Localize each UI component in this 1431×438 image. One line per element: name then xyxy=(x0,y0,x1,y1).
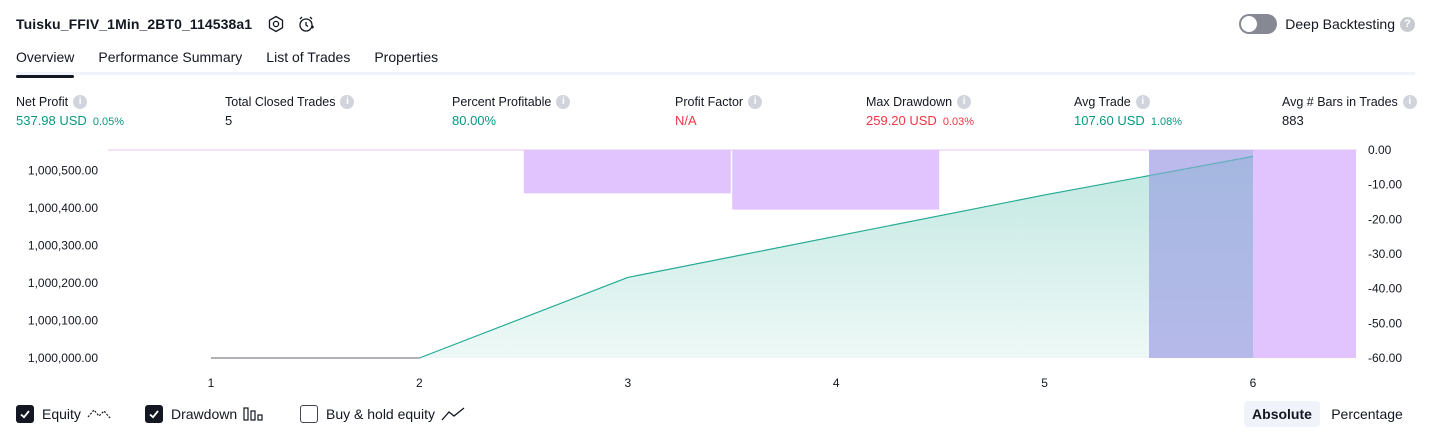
add-alert-icon[interactable] xyxy=(296,14,316,34)
metric-max-drawdown: Max Drawdown i 259.20 USD 0.03% xyxy=(866,94,974,128)
left-axis-tick: 1,000,000.00 xyxy=(28,351,98,365)
equity-drawdown-chart[interactable]: 1,000,000.00 1,000,100.00 1,000,200.00 1,00… xyxy=(0,140,1431,396)
x-axis-tick: 6 xyxy=(1250,376,1257,390)
metric-avg-bars-in-trades: Avg # Bars in Trades i 883 xyxy=(1282,94,1417,128)
drawdown-checkbox[interactable] xyxy=(145,405,163,423)
help-icon[interactable]: ? xyxy=(1400,16,1415,32)
drawdown-bar xyxy=(732,150,940,210)
legend-equity[interactable]: Equity xyxy=(16,403,111,425)
metric-value: 107.60 USD xyxy=(1074,113,1145,128)
percentage-mode-button[interactable]: Percentage xyxy=(1331,406,1403,422)
x-axis-tick: 5 xyxy=(1041,376,1048,390)
buy-hold-line-icon xyxy=(441,406,465,422)
right-axis-tick: -10.00 xyxy=(1368,178,1402,192)
metric-label: Avg Trade xyxy=(1074,94,1131,109)
left-axis-tick: 1,000,100.00 xyxy=(28,314,98,328)
metric-value: 5 xyxy=(225,113,233,128)
right-axis-tick: -60.00 xyxy=(1368,351,1402,365)
metric-percent: 0.03% xyxy=(942,116,975,128)
tab-overview[interactable]: Overview xyxy=(16,44,75,78)
x-axis-tick: 2 xyxy=(416,376,423,390)
buy-hold-checkbox[interactable] xyxy=(300,405,318,423)
info-icon[interactable]: i xyxy=(748,94,763,109)
legend-drawdown[interactable]: Drawdown xyxy=(145,403,265,425)
toggle-knob xyxy=(1241,16,1258,32)
equity-checkbox[interactable] xyxy=(16,405,34,423)
metric-value: 537.98 USD xyxy=(16,113,87,128)
tab-bar: Overview Performance Summary List of Tra… xyxy=(16,44,1415,78)
equity-line-icon xyxy=(87,406,111,422)
metric-label: Percent Profitable xyxy=(452,94,552,109)
info-icon[interactable]: i xyxy=(1135,94,1150,109)
metric-value: 80.00% xyxy=(452,113,497,128)
x-axis-tick: 4 xyxy=(833,376,840,390)
settings-icon[interactable] xyxy=(266,14,286,34)
metric-label: Avg # Bars in Trades xyxy=(1282,94,1398,109)
highlight-overlay xyxy=(1149,150,1253,358)
metric-label: Total Closed Trades xyxy=(225,94,336,109)
left-axis-tick: 1,000,500.00 xyxy=(28,164,98,178)
tab-properties[interactable]: Properties xyxy=(374,49,439,65)
absolute-mode-button[interactable]: Absolute xyxy=(1244,401,1320,427)
left-axis-tick: 1,000,200.00 xyxy=(28,276,98,290)
tab-performance-summary[interactable]: Performance Summary xyxy=(98,49,243,65)
metric-percent: 0.05% xyxy=(92,116,125,128)
right-axis-tick: -40.00 xyxy=(1368,282,1402,296)
tab-list-of-trades[interactable]: List of Trades xyxy=(266,49,351,65)
strategy-title: Tuisku_FFIV_1Min_2BT0_114538a1 xyxy=(16,16,253,32)
right-axis-tick: 0.00 xyxy=(1368,143,1392,157)
metric-value: 259.20 USD xyxy=(866,113,937,128)
metric-avg-trade: Avg Trade i 107.60 USD 1.08% xyxy=(1074,94,1182,128)
deep-backtesting: Deep Backtesting ? xyxy=(1239,13,1415,35)
metric-profit-factor: Profit Factor i N/A xyxy=(675,94,763,128)
info-icon[interactable]: i xyxy=(1402,94,1417,109)
deep-backtesting-label: Deep Backtesting xyxy=(1285,16,1395,32)
metric-label: Net Profit xyxy=(16,94,69,109)
right-axis-tick: -20.00 xyxy=(1368,212,1402,226)
drawdown-label: Drawdown xyxy=(171,406,238,422)
x-axis-tick: 3 xyxy=(624,376,631,390)
equity-area xyxy=(419,156,1253,358)
info-icon[interactable]: i xyxy=(73,94,88,109)
right-axis-tick: -50.00 xyxy=(1368,316,1402,330)
metric-label: Max Drawdown xyxy=(866,94,953,109)
equity-line xyxy=(419,155,1254,359)
metric-total-closed-trades: Total Closed Trades i 5 xyxy=(225,94,355,128)
equity-label: Equity xyxy=(42,406,81,422)
drawdown-bar xyxy=(523,150,731,194)
buy-hold-label: Buy & hold equity xyxy=(326,406,435,422)
deep-backtesting-toggle[interactable] xyxy=(1239,14,1278,34)
metric-value: N/A xyxy=(675,113,697,128)
strategy-header: Tuisku_FFIV_1Min_2BT0_114538a1 xyxy=(16,12,316,36)
x-axis-tick: 1 xyxy=(208,376,215,390)
metric-label: Profit Factor xyxy=(675,94,744,109)
left-axis-tick: 1,000,400.00 xyxy=(28,201,98,215)
metric-percent-profitable: Percent Profitable i 80.00% xyxy=(452,94,571,128)
info-icon[interactable]: i xyxy=(340,94,355,109)
metric-value: 883 xyxy=(1282,113,1304,128)
right-axis-tick: -30.00 xyxy=(1368,247,1402,261)
legend-buy-hold[interactable]: Buy & hold equity xyxy=(300,403,465,425)
info-icon[interactable]: i xyxy=(556,94,571,109)
info-icon[interactable]: i xyxy=(957,94,972,109)
metric-percent: 1.08% xyxy=(1150,116,1183,128)
metric-net-profit: Net Profit i 537.98 USD 0.05% xyxy=(16,94,124,128)
drawdown-bars-icon xyxy=(243,406,265,422)
left-axis-tick: 1,000,300.00 xyxy=(28,239,98,253)
